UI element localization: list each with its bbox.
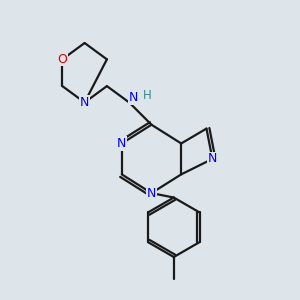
Text: N: N bbox=[117, 137, 127, 150]
Text: N: N bbox=[129, 92, 138, 104]
Text: H: H bbox=[143, 89, 152, 102]
Text: O: O bbox=[57, 53, 67, 66]
Text: N: N bbox=[80, 96, 89, 109]
Text: N: N bbox=[208, 152, 217, 165]
Text: N: N bbox=[147, 187, 156, 200]
